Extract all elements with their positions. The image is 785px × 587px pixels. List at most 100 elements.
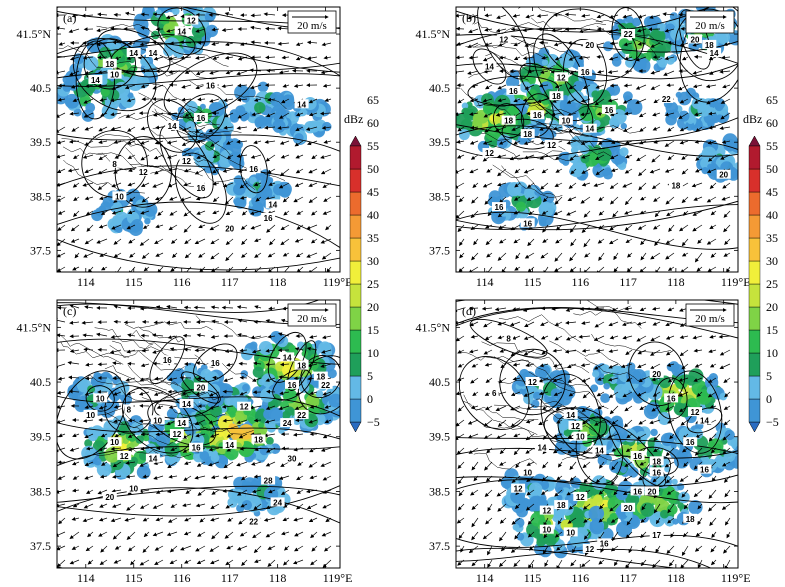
- contour-label: 18: [105, 60, 114, 69]
- contour-label: 14: [700, 416, 709, 425]
- contour-label: 12: [514, 485, 523, 494]
- wind-vector: [154, 196, 164, 201]
- echo-cell: [589, 520, 604, 535]
- wind-vector: [98, 224, 108, 229]
- wind-vector: [225, 238, 234, 246]
- contour-label: 12: [120, 452, 129, 461]
- contour-label: 14: [485, 63, 494, 72]
- wind-vector: [295, 168, 304, 174]
- echo-cell: [327, 368, 337, 379]
- wind-vector: [225, 210, 234, 215]
- contour-label-bg: [145, 48, 160, 57]
- echo-cell: [458, 129, 470, 141]
- colorbar-label: −5: [367, 415, 380, 429]
- wind-vector: [97, 55, 108, 60]
- wind-vector: [267, 97, 276, 102]
- wind-vector: [308, 168, 318, 174]
- x-tick-label: 119°E: [721, 571, 751, 585]
- wind-vector: [57, 140, 66, 145]
- colorbar-label: −5: [766, 415, 779, 429]
- colorbar-label: 50: [766, 162, 778, 176]
- echo-cell: [140, 56, 150, 67]
- terrain-line: [473, 44, 548, 60]
- wind-vector: [325, 224, 332, 231]
- colorbar-segment: [349, 306, 362, 331]
- wind-contour: [57, 73, 340, 87]
- contour-label: 12: [557, 73, 566, 82]
- contour-label-bg: [107, 69, 122, 79]
- wind-vector: [321, 125, 332, 130]
- echo-cell: [249, 341, 258, 350]
- wind-vector: [320, 154, 332, 159]
- echo-cell: [716, 30, 731, 44]
- echo-cell: [739, 445, 745, 451]
- echo-cell: [505, 106, 515, 117]
- wind-vector: [212, 196, 220, 203]
- wind-vector: [97, 182, 108, 190]
- wind-vector: [184, 238, 192, 245]
- echo-cell: [650, 428, 658, 437]
- wind-vector: [140, 126, 150, 131]
- wind-vector: [110, 112, 122, 117]
- wind-vector: [84, 140, 94, 146]
- terrain-line: [501, 165, 563, 198]
- wind-vector: [221, 27, 234, 32]
- contour-label: 14: [225, 441, 234, 450]
- echo-cell: [530, 117, 538, 125]
- wind-contour: [611, 7, 645, 61]
- echo-cell: [265, 436, 274, 445]
- echo-cell: [100, 201, 111, 212]
- wind-vector: [97, 70, 108, 75]
- colorbar-extend-high: [349, 135, 362, 147]
- echo-cell: [260, 388, 275, 403]
- wind-vector: [210, 266, 220, 272]
- wind-vector: [127, 126, 136, 132]
- wind-vector: [277, 41, 290, 46]
- wind-vector: [180, 55, 192, 60]
- echo-cell: [460, 118, 473, 131]
- wind-vector: [179, 40, 192, 45]
- echo-cell: [257, 81, 269, 93]
- contour-label: 10: [129, 485, 138, 494]
- wind-vector: [96, 238, 108, 244]
- wind-vector: [168, 70, 178, 74]
- wind-vector: [253, 140, 262, 145]
- echo-cell: [288, 344, 297, 353]
- axis-ticks: 114 115 116 117 118 119°E 37.5 38.5 39.5 40.5 41.5…: [17, 7, 352, 289]
- wind-vector: [83, 112, 94, 118]
- wind-vector: [152, 40, 164, 45]
- wind-vector: [124, 84, 136, 90]
- wind-vector: [240, 42, 248, 46]
- contour-label: 14: [168, 122, 177, 131]
- echo-cell: [609, 460, 623, 473]
- echo-cell: [200, 368, 212, 381]
- wind-vector: [70, 238, 80, 243]
- wind-vector: [86, 224, 94, 232]
- colorbar-extend-low: [748, 421, 761, 433]
- echo-cell: [619, 147, 629, 157]
- y-tick-label: 38.5: [429, 189, 450, 203]
- contour-label: 14: [129, 49, 138, 58]
- wind-vector: [221, 305, 234, 310]
- colorbar-label: 45: [766, 185, 778, 199]
- contour-label: 24: [273, 498, 282, 507]
- wind-vector: [69, 111, 80, 116]
- echo-cell: [632, 390, 642, 400]
- echo-cell: [233, 139, 243, 150]
- wind-vector: [97, 83, 108, 88]
- wind-vector: [254, 238, 262, 243]
- contour-label-bg: [112, 191, 127, 201]
- wind-vector: [182, 126, 192, 132]
- wind-vector: [250, 154, 262, 159]
- wind-vector: [170, 238, 178, 244]
- wind-vector: [100, 112, 108, 117]
- wind-vector: [195, 196, 206, 201]
- colorbar-segment: [349, 329, 362, 354]
- terrain-line: [128, 66, 180, 77]
- wind-vector: [166, 111, 178, 116]
- wind-vector: [126, 98, 136, 103]
- contour-label: 14: [148, 455, 157, 464]
- wind-vector: [222, 168, 234, 173]
